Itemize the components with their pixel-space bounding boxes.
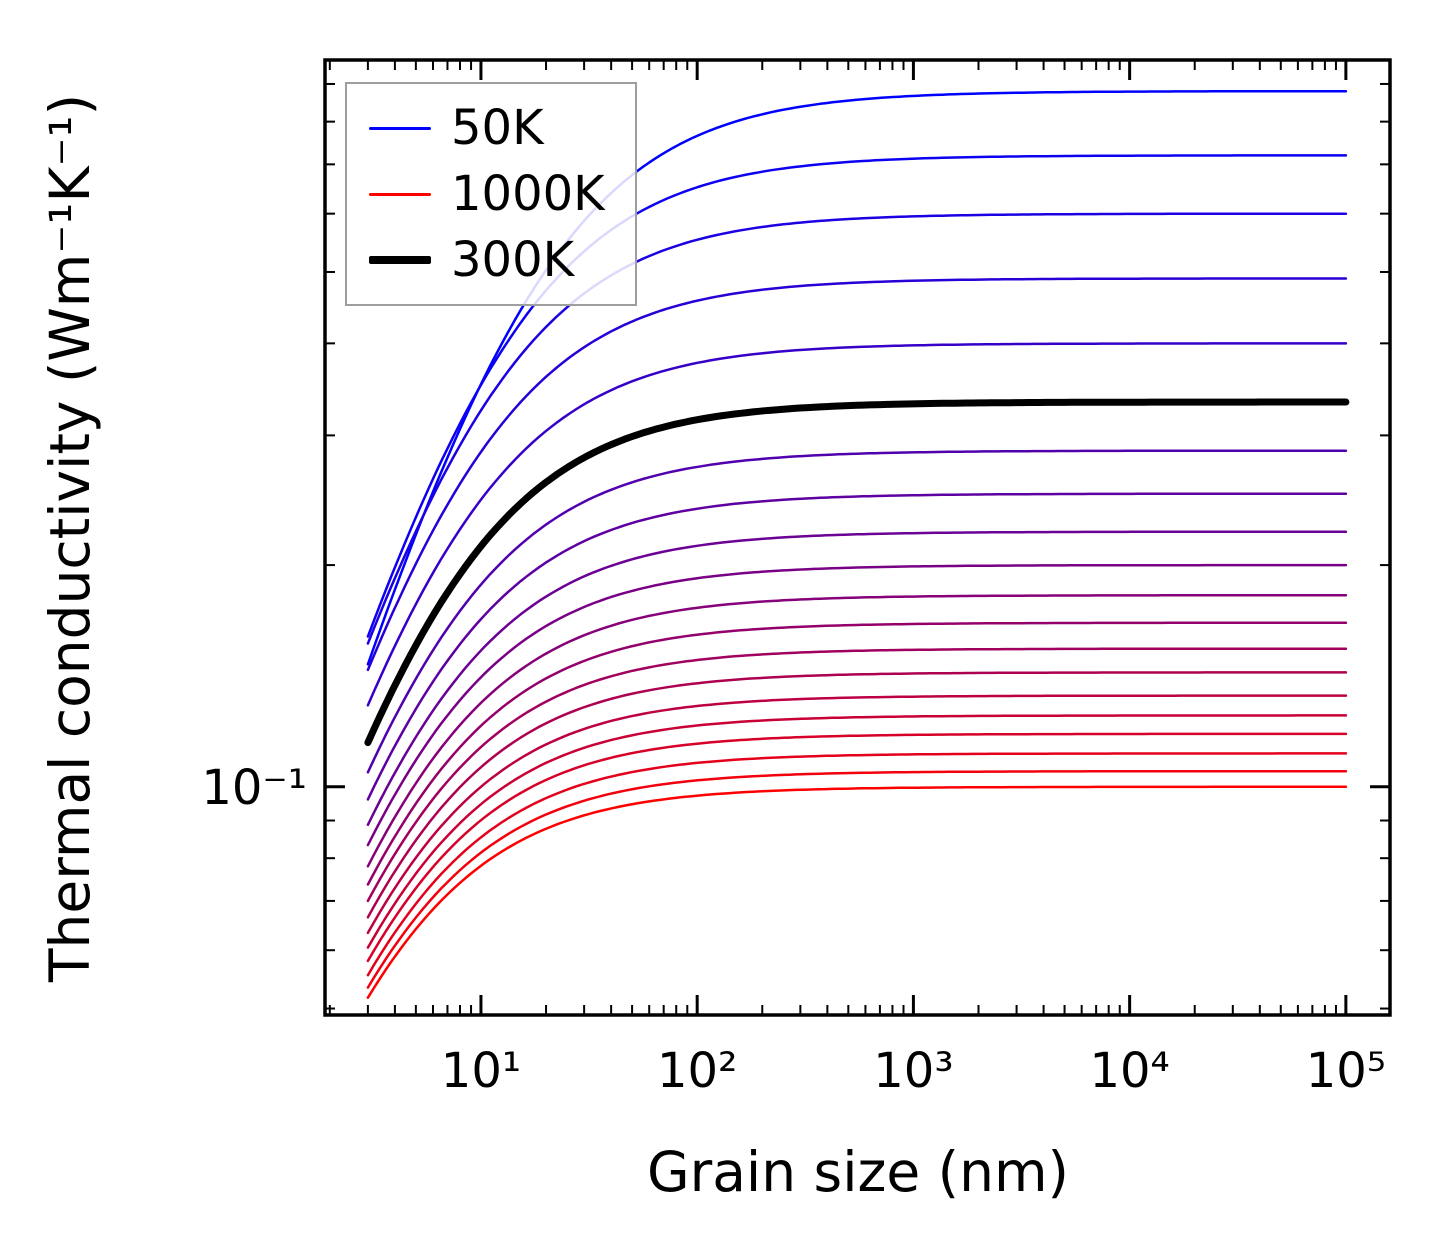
curve-650K xyxy=(366,647,1348,903)
x-axis-label: Grain size (nm) xyxy=(646,1140,1070,1204)
x-tick-label-10²: 10² xyxy=(657,1043,737,1099)
curve-100K xyxy=(366,154,1348,638)
x-tick-label-10¹: 10¹ xyxy=(441,1043,521,1099)
curve-350K xyxy=(366,449,1348,774)
curve-750K xyxy=(366,694,1348,935)
x-tick-label-10⁴: 10⁴ xyxy=(1089,1043,1169,1099)
curve-600K xyxy=(366,621,1348,886)
legend-line-sample-300k xyxy=(369,256,431,264)
y-axis-label: Thermal conductivity (Wm⁻¹K⁻¹) xyxy=(38,93,102,983)
curve-1000K xyxy=(366,785,1348,999)
legend-label-300k: 300K xyxy=(451,232,575,288)
axes-spines xyxy=(323,58,1392,1017)
curve-700K xyxy=(366,671,1348,919)
y-tick-label-10⁻¹: 10⁻¹ xyxy=(201,760,307,816)
legend-entry-1000k: 1000K xyxy=(369,166,605,222)
legend-label-1000k: 1000K xyxy=(451,166,605,222)
curve-950K xyxy=(366,769,1348,989)
legend-line-sample-1000k xyxy=(369,192,431,196)
curve-900K xyxy=(366,752,1348,977)
curve-250K xyxy=(366,342,1348,707)
curve-400K xyxy=(366,492,1348,801)
curve-200K xyxy=(366,277,1348,672)
curve-550K xyxy=(366,594,1348,868)
curve-850K xyxy=(366,732,1348,963)
legend-label-50k: 50K xyxy=(451,100,544,156)
curve-150K xyxy=(366,212,1348,645)
x-tick-label-10⁵: 10⁵ xyxy=(1306,1043,1386,1099)
legend-entry-300k: 300K xyxy=(369,232,605,288)
legend-line-sample-50k xyxy=(369,126,431,130)
legend-entry-50k: 50K xyxy=(369,100,605,156)
legend: 50K 1000K 300K xyxy=(345,82,637,306)
x-tick-label-10³: 10³ xyxy=(873,1043,953,1099)
curve-450K xyxy=(366,530,1348,827)
curve-300K xyxy=(364,398,1350,747)
curve-800K xyxy=(366,714,1348,949)
curve-500K xyxy=(366,563,1348,847)
